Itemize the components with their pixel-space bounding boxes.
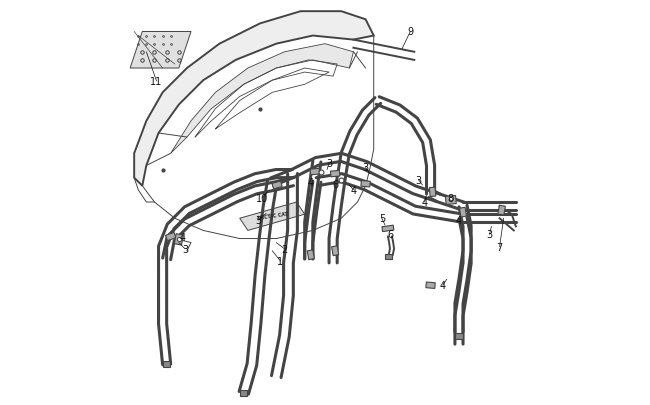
Text: 8: 8: [448, 194, 454, 203]
Bar: [330, 171, 340, 177]
Bar: [460, 208, 467, 217]
Text: 5: 5: [379, 214, 385, 224]
Bar: [174, 234, 183, 245]
Text: ARCTIC CAT: ARCTIC CAT: [256, 211, 289, 221]
Text: 3: 3: [326, 159, 332, 169]
Bar: [272, 181, 282, 190]
Polygon shape: [171, 45, 354, 154]
Bar: [307, 250, 315, 260]
Bar: [163, 362, 170, 367]
Bar: [430, 188, 436, 197]
Bar: [445, 196, 456, 205]
Bar: [498, 206, 506, 215]
Text: 7: 7: [497, 242, 502, 252]
Text: 3: 3: [255, 216, 261, 226]
Text: 2: 2: [281, 244, 287, 254]
Text: 4: 4: [180, 232, 186, 242]
Polygon shape: [130, 32, 191, 69]
Text: 4: 4: [456, 216, 462, 226]
Bar: [456, 333, 463, 339]
Text: 9: 9: [407, 28, 413, 37]
Bar: [385, 255, 392, 260]
Text: 3: 3: [415, 175, 421, 185]
Text: 6: 6: [332, 179, 338, 189]
Text: 3: 3: [182, 244, 188, 254]
Text: 4: 4: [421, 198, 428, 207]
Bar: [426, 282, 436, 289]
Text: 4: 4: [307, 177, 314, 187]
Bar: [240, 390, 248, 396]
Bar: [361, 181, 370, 188]
Text: 3: 3: [363, 163, 369, 173]
Text: 4: 4: [439, 281, 446, 290]
Text: 11: 11: [150, 77, 162, 87]
Text: 1: 1: [278, 256, 283, 266]
Text: 4: 4: [350, 185, 356, 195]
Bar: [382, 226, 394, 232]
Text: 3: 3: [486, 230, 493, 240]
Polygon shape: [240, 202, 305, 231]
Text: 10: 10: [256, 194, 268, 203]
Bar: [166, 233, 176, 241]
Text: 6: 6: [387, 230, 393, 240]
Bar: [310, 169, 320, 175]
Polygon shape: [134, 12, 374, 186]
Bar: [332, 246, 339, 256]
